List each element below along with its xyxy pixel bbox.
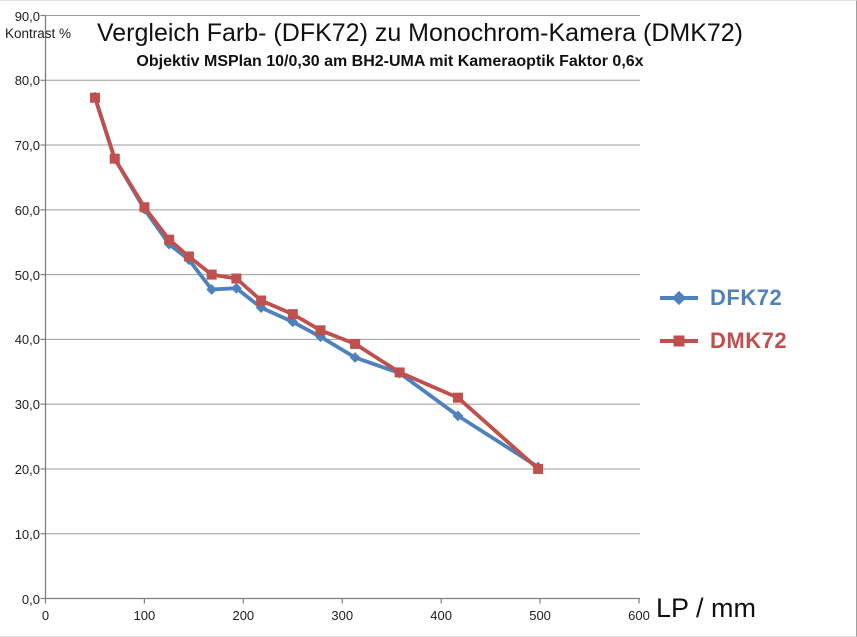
chart-title: Vergleich Farb- (DFK72) zu Monochrom-Kam… <box>96 19 744 47</box>
marker-square-dmk72 <box>287 309 298 320</box>
marker-square-dmk72 <box>206 269 217 280</box>
series-line-dmk72 <box>93 95 540 471</box>
dmk72-line-square-icon <box>660 335 698 347</box>
y-tick-label-30,0: 30,0 <box>14 397 40 413</box>
marker-diamond-dfk72 <box>231 282 242 294</box>
marker-diamond-dfk72 <box>349 352 361 363</box>
legend-item-dmk72: DMK72 <box>658 326 818 356</box>
marker-square-dmk72 <box>315 325 326 336</box>
y-axis-title: Kontrast % <box>5 26 72 41</box>
legend-label-dmk72: DMK72 <box>710 328 788 353</box>
marker-square-dmk72 <box>139 202 150 213</box>
marker-square-dmk72 <box>231 273 242 284</box>
marker-square-dmk72 <box>256 295 267 306</box>
y-tick-label-50,0: 50,0 <box>14 267 40 283</box>
marker-diamond-dfk72 <box>287 316 299 328</box>
marker-square-dmk72 <box>350 338 361 349</box>
marker-diamond-dfk72 <box>206 284 218 295</box>
y-tick-label-60,0: 60,0 <box>14 202 40 218</box>
x-tick-label-500: 500 <box>529 607 551 623</box>
marker-square-dmk72 <box>89 92 100 103</box>
marker-square-dmk72 <box>533 463 544 474</box>
x-tick-label-0: 0 <box>41 607 50 623</box>
y-tick-label-0,0: 0,0 <box>21 591 40 607</box>
y-tick-label-90,0: 90,0 <box>14 8 40 24</box>
marker-square-dmk72 <box>394 367 405 378</box>
marker-square-dmk72 <box>109 153 120 164</box>
dfk72-line-diamond-icon <box>660 290 698 306</box>
marker-diamond-dfk72 <box>452 410 464 422</box>
x-axis-title: LP / mm <box>656 593 757 623</box>
marker-square-dmk72 <box>183 251 194 262</box>
y-tick-label-10,0: 10,0 <box>14 526 40 542</box>
legend: DFK72 DMK72 <box>658 283 818 369</box>
y-tick-label-80,0: 80,0 <box>14 73 40 89</box>
marker-square-dmk72 <box>164 234 175 245</box>
legend-item-dfk72: DFK72 <box>658 283 818 313</box>
x-tick-label-600: 600 <box>628 607 650 623</box>
marker-square-dmk72 <box>452 392 463 403</box>
x-tick-label-200: 200 <box>232 607 255 623</box>
x-tick-label-400: 400 <box>430 607 452 623</box>
y-tick-label-20,0: 20,0 <box>14 461 40 477</box>
x-tick-label-100: 100 <box>133 607 156 623</box>
y-tick-label-40,0: 40,0 <box>14 332 40 348</box>
legend-label-dfk72: DFK72 <box>710 285 783 310</box>
chart-subtitle: Objektiv MSPlan 10/0,30 am BH2-UMA mit K… <box>136 53 644 70</box>
x-tick-label-300: 300 <box>331 607 354 623</box>
y-tick-label-70,0: 70,0 <box>14 138 40 154</box>
